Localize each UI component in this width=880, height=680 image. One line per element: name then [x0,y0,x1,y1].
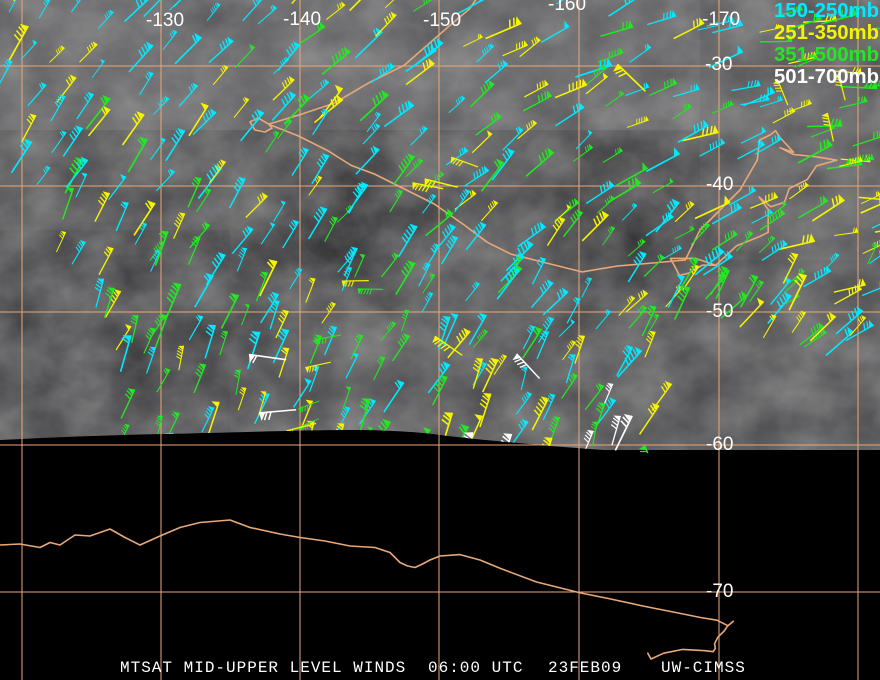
svg-text:23FEB09: 23FEB09 [548,659,622,677]
svg-text:-160: -160 [548,0,586,15]
svg-text:-70: -70 [706,581,733,602]
svg-text:-60: -60 [706,434,733,455]
svg-text:501-700mb: 501-700mb [774,66,879,88]
svg-text:06:00 UTC: 06:00 UTC [428,659,523,677]
svg-text:351-500mb: 351-500mb [774,44,879,66]
svg-text:-150: -150 [423,10,461,31]
svg-text:-130: -130 [146,10,184,31]
svg-text:150-250mb: 150-250mb [774,0,879,22]
svg-text:UW-CIMSS: UW-CIMSS [661,659,746,677]
svg-text:MTSAT MID-UPPER LEVEL WINDS: MTSAT MID-UPPER LEVEL WINDS [120,659,406,677]
svg-text:-30: -30 [705,54,732,75]
svg-text:251-350mb: 251-350mb [774,22,879,44]
svg-text:-50: -50 [706,301,733,322]
svg-text:-40: -40 [706,174,733,195]
svg-text:-170: -170 [702,9,740,30]
svg-text:-140: -140 [283,9,321,30]
